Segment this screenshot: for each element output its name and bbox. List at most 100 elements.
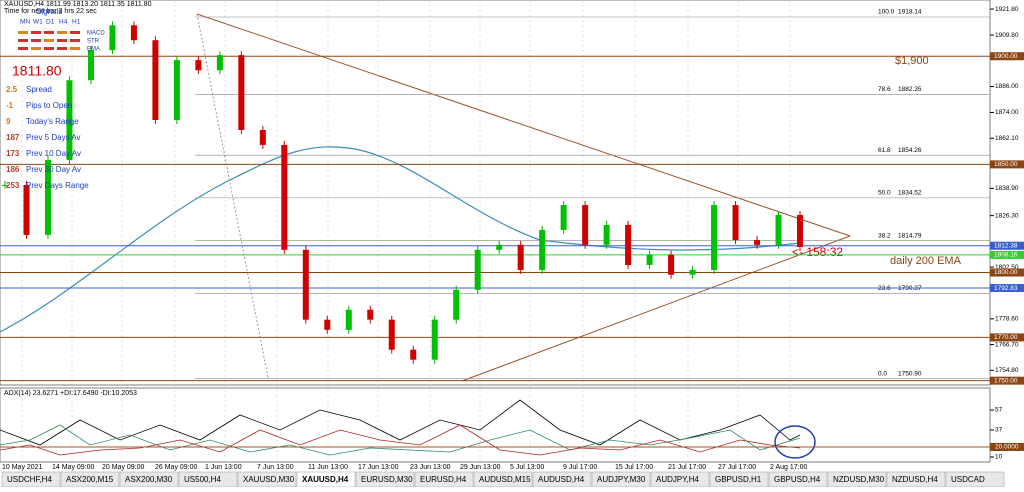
level-label: 1900.00 [994,53,1018,60]
price-tick-label: 1802.50 [995,264,1019,271]
candle [582,205,589,245]
fib-price: 1854.26 [898,147,922,154]
candle [517,244,524,270]
stat-value: 2.5 [6,85,18,94]
level-box [990,284,1024,293]
candle [66,80,73,161]
main-panel [0,0,991,386]
tab-label: AUDUSD,H4 [538,475,585,484]
indicator-tick-label: 10 [995,454,1003,461]
fib-price: 1750.90 [898,370,922,377]
timeframe-label: MN [20,19,30,26]
time-label: 10 May 2021 [2,464,43,471]
tab-label: GBPUSD,H4 [774,475,821,484]
signal-block [44,31,54,34]
signal-block [44,47,54,50]
stat-label: Spread [26,85,52,94]
time-label: 11 Jun 13:00 [308,464,348,471]
price-tick-label: 1909.80 [995,32,1019,39]
fib-price: 1790.37 [898,285,922,292]
price-tick-label: 1862.10 [995,135,1019,142]
candle [474,249,481,290]
candle [302,249,309,320]
indicator-tick-label: 37 [995,427,1003,434]
candle [539,229,546,270]
level-label: 1812.38 [994,242,1018,249]
candle [259,129,266,145]
candle [775,214,782,245]
fib-ratio: 0.0 [878,370,887,377]
stat-value: -1 [6,101,14,110]
candle [152,40,159,121]
level-label: 1850.00 [994,161,1018,168]
adx-line [0,399,801,446]
fib-ratio: 23.6 [878,285,891,292]
ema-label: daily 200 EMA [890,255,962,267]
trendline-lower [461,235,851,382]
price-tick-label: 1754.80 [995,367,1019,374]
level-box [990,376,1024,385]
candle [668,254,675,275]
timeframe-label: W1 [33,19,43,26]
time-label: 17 Jun 13:00 [358,464,399,471]
timeframe-label: H1 [72,19,81,26]
stat-label: Pips to Open [26,101,72,110]
candle [625,224,632,265]
highlight-circle [774,425,816,459]
tab-label: EURUSD,M30 [361,475,413,484]
tab-bar: USDCHF,H4 ASX200,M15 ASX200,M30 US500,H4 XAU… [1,471,1005,488]
signal-block [70,39,80,42]
fib-ratio: 50.0 [878,190,891,197]
level-box [990,241,1024,250]
plus-di-line [0,424,801,456]
fib-price: 1918.14 [898,9,922,16]
adx-label: ADX(14) 23.6271 +DI:17.6490 -DI:10.2053 [4,390,137,397]
signals-title: Signals [36,7,62,16]
price-tick-label: 1766.70 [995,341,1019,348]
symbol-line: XAUUSD,H4 1811.99 1813.20 1811.35 1811.8… [4,1,152,8]
stat-value: 186 [6,165,20,174]
level-label: 1750.00 [994,377,1018,384]
fib-ratio: 78.6 [878,86,891,93]
ema-line [0,146,801,333]
candle [87,50,94,81]
countdown-label: <- 158:32 [792,245,843,259]
timeframe-label: H4 [59,19,68,26]
time-label: 9 Jul 17:00 [563,464,597,471]
candle [453,289,460,320]
stat-label: Prev 10 Day Av [26,149,81,158]
vertical-grid [21,0,791,462]
indicator-panel [0,387,991,463]
indicator-tick-label: 57 [995,407,1003,414]
time-label: 2 Aug 17:00 [770,464,807,471]
candle [23,184,30,235]
level-box [990,250,1024,259]
level-box [990,160,1024,169]
signal-block [18,39,28,42]
round-number-label: $1,900 [895,55,929,67]
candle [345,309,352,330]
signal-block [57,31,67,34]
fib-price: 1834.52 [898,190,922,197]
time-label: 5 Jul 13:00 [510,464,544,471]
tab-label: GBPUSD,H1 [715,475,762,484]
candle [109,25,116,51]
tab-label: AUDJPY,M30 [597,475,646,484]
stat-value: 187 [6,133,20,142]
time-label: 27 Jul 17:00 [718,464,756,471]
level-box [990,333,1024,342]
time-label: 21 Jul 17:00 [668,464,706,471]
stat-value: 9 [6,117,11,126]
minus-di-line [0,424,801,456]
candle [732,205,739,241]
candle [603,224,610,245]
candle [216,55,223,71]
tab-label: USDCHF,H4 [7,475,52,484]
indicator-level-box [990,443,1024,451]
candle [711,205,718,270]
signal-block [70,47,80,50]
candle [130,25,137,41]
candle [646,254,653,265]
candle [689,269,696,275]
candle [410,349,417,360]
